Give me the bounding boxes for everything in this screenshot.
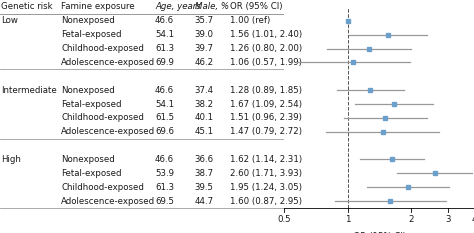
Text: Fetal-exposed: Fetal-exposed: [61, 99, 122, 109]
Text: 46.6: 46.6: [155, 16, 174, 25]
Text: 69.6: 69.6: [155, 127, 174, 136]
Text: 2.60 (1.71, 3.93): 2.60 (1.71, 3.93): [230, 169, 302, 178]
Text: Genetic risk: Genetic risk: [1, 2, 53, 11]
Text: 61.5: 61.5: [155, 113, 174, 122]
Text: Nonexposed: Nonexposed: [61, 155, 115, 164]
Text: 39.0: 39.0: [195, 30, 214, 39]
Text: 35.7: 35.7: [195, 16, 214, 25]
Text: Fetal-exposed: Fetal-exposed: [61, 169, 122, 178]
Text: Nonexposed: Nonexposed: [61, 86, 115, 95]
Text: Age, years: Age, years: [155, 2, 201, 11]
Text: 54.1: 54.1: [155, 99, 174, 109]
Text: Childhood-exposed: Childhood-exposed: [61, 44, 144, 53]
Text: Adolescence-exposed: Adolescence-exposed: [61, 197, 155, 206]
Text: Childhood-exposed: Childhood-exposed: [61, 183, 144, 192]
Text: 1.62 (1.14, 2.31): 1.62 (1.14, 2.31): [230, 155, 302, 164]
Text: 46.2: 46.2: [195, 58, 214, 67]
Text: 1.26 (0.80, 2.00): 1.26 (0.80, 2.00): [230, 44, 302, 53]
Text: OR (95% CI): OR (95% CI): [230, 2, 283, 11]
Text: 69.5: 69.5: [155, 197, 174, 206]
Text: Childhood-exposed: Childhood-exposed: [61, 113, 144, 122]
Text: OR (95% CI): OR (95% CI): [353, 232, 406, 233]
Text: 36.6: 36.6: [195, 155, 214, 164]
Text: 1.56 (1.01, 2.40): 1.56 (1.01, 2.40): [230, 30, 302, 39]
Text: Adolescence-exposed: Adolescence-exposed: [61, 127, 155, 136]
Text: High: High: [1, 155, 21, 164]
Text: 44.7: 44.7: [195, 197, 214, 206]
Text: 39.7: 39.7: [195, 44, 214, 53]
Text: 45.1: 45.1: [195, 127, 214, 136]
Text: 1.67 (1.09, 2.54): 1.67 (1.09, 2.54): [230, 99, 302, 109]
Text: Nonexposed: Nonexposed: [61, 16, 115, 25]
Text: 54.1: 54.1: [155, 30, 174, 39]
Text: 69.9: 69.9: [155, 58, 174, 67]
Text: 1.00 (ref): 1.00 (ref): [230, 16, 271, 25]
Text: Intermediate: Intermediate: [1, 86, 57, 95]
Text: 1.51 (0.96, 2.39): 1.51 (0.96, 2.39): [230, 113, 302, 122]
Text: 4: 4: [471, 215, 474, 223]
Text: 1: 1: [345, 215, 350, 223]
Text: 0.5: 0.5: [278, 215, 291, 223]
Text: 37.4: 37.4: [195, 86, 214, 95]
Text: 38.7: 38.7: [195, 169, 214, 178]
Text: 2: 2: [408, 215, 413, 223]
Text: 1.47 (0.79, 2.72): 1.47 (0.79, 2.72): [230, 127, 302, 136]
Text: Male, %: Male, %: [195, 2, 229, 11]
Text: 1.95 (1.24, 3.05): 1.95 (1.24, 3.05): [230, 183, 302, 192]
Text: 61.3: 61.3: [155, 44, 174, 53]
Text: 1.60 (0.87, 2.95): 1.60 (0.87, 2.95): [230, 197, 302, 206]
Text: Fetal-exposed: Fetal-exposed: [61, 30, 122, 39]
Text: 46.6: 46.6: [155, 86, 174, 95]
Text: 53.9: 53.9: [155, 169, 174, 178]
Text: 39.5: 39.5: [195, 183, 214, 192]
Text: 1.28 (0.89, 1.85): 1.28 (0.89, 1.85): [230, 86, 302, 95]
Text: 46.6: 46.6: [155, 155, 174, 164]
Text: 40.1: 40.1: [195, 113, 214, 122]
Text: 3: 3: [445, 215, 450, 223]
Text: Adolescence-exposed: Adolescence-exposed: [61, 58, 155, 67]
Text: 61.3: 61.3: [155, 183, 174, 192]
Text: Famine exposure: Famine exposure: [61, 2, 135, 11]
Text: 38.2: 38.2: [195, 99, 214, 109]
Text: 1.06 (0.57, 1.99): 1.06 (0.57, 1.99): [230, 58, 302, 67]
Text: Low: Low: [1, 16, 18, 25]
